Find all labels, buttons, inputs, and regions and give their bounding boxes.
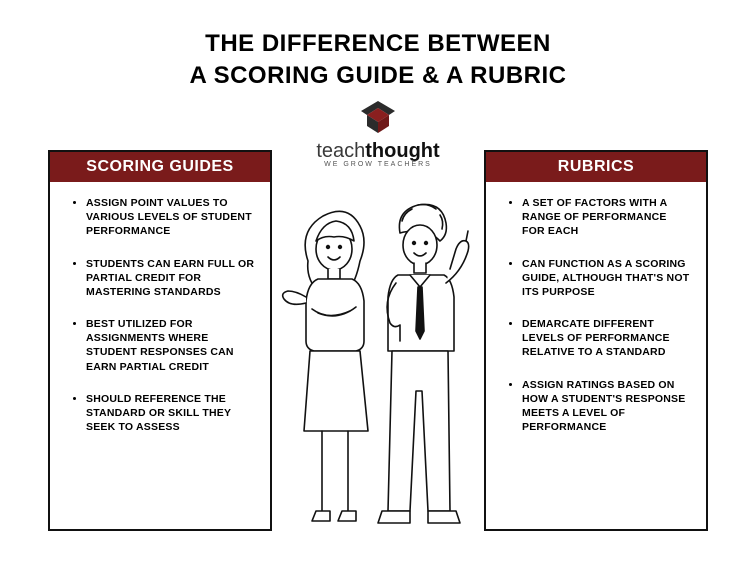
list-item: SHOULD REFERENCE THE STANDARD OR SKILL T… xyxy=(86,392,256,435)
columns: SCORING GUIDES ASSIGN POINT VALUES TO VA… xyxy=(0,150,756,567)
panel-right-body: A SET OF FACTORS WITH A RANGE OF PERFORM… xyxy=(486,182,706,529)
illustration xyxy=(272,150,484,531)
list-item: STUDENTS CAN EARN FULL OR PARTIAL CREDIT… xyxy=(86,257,256,300)
list-item: A SET OF FACTORS WITH A RANGE OF PERFORM… xyxy=(522,196,692,239)
list-item: BEST UTILIZED FOR ASSIGNMENTS WHERE STUD… xyxy=(86,317,256,374)
title-line-2: A SCORING GUIDE & A RUBRIC xyxy=(0,60,756,92)
title-block: THE DIFFERENCE BETWEEN A SCORING GUIDE &… xyxy=(0,0,756,93)
panel-left-heading: SCORING GUIDES xyxy=(50,152,270,182)
logo-mark-icon xyxy=(357,99,399,137)
list-item: CAN FUNCTION AS A SCORING GUIDE, ALTHOUG… xyxy=(522,257,692,300)
panel-left: SCORING GUIDES ASSIGN POINT VALUES TO VA… xyxy=(48,150,272,531)
title-line-1: THE DIFFERENCE BETWEEN xyxy=(0,28,756,60)
list-item: ASSIGN POINT VALUES TO VARIOUS LEVELS OF… xyxy=(86,196,256,239)
panel-right: RUBRICS A SET OF FACTORS WITH A RANGE OF… xyxy=(484,150,708,531)
panel-left-body: ASSIGN POINT VALUES TO VARIOUS LEVELS OF… xyxy=(50,182,270,529)
list-item: DEMARCATE DIFFERENT LEVELS OF PERFORMANC… xyxy=(522,317,692,360)
list-item: ASSIGN RATINGS BASED ON HOW A STUDENT'S … xyxy=(522,378,692,435)
panel-right-heading: RUBRICS xyxy=(486,152,706,182)
